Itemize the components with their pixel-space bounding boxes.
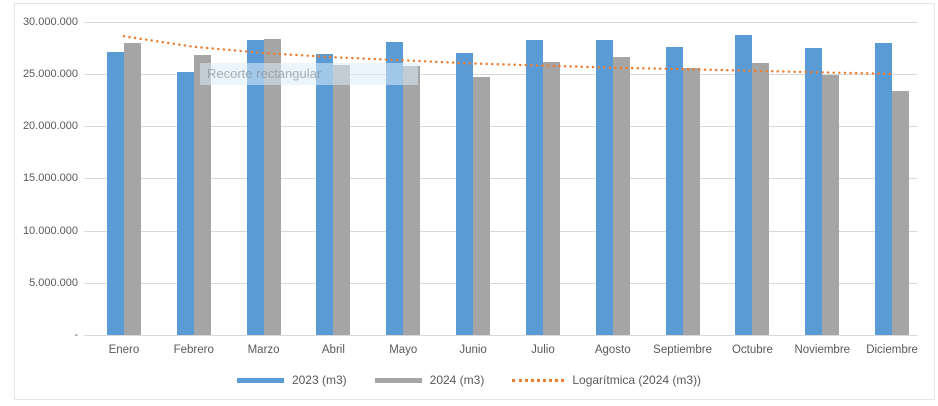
bar-2023-diciembre xyxy=(875,42,893,335)
legend-label-2024: 2024 (m3) xyxy=(429,373,485,387)
bar-2024-diciembre xyxy=(892,90,910,335)
x-axis-label-mayo: Mayo xyxy=(389,344,418,356)
bar-2024-abril xyxy=(333,64,351,335)
gridline-30.000.000 xyxy=(84,21,917,23)
bar-2023-noviembre xyxy=(805,47,823,335)
legend-item-trendline: Logarítmica (2024 (m3)) xyxy=(512,373,701,387)
legend-item-2024: 2024 (m3) xyxy=(374,373,485,387)
y-axis-tick-label: 15.000.000 xyxy=(22,172,78,185)
gridline-20.000.000 xyxy=(84,126,917,128)
x-axis-line xyxy=(84,335,917,336)
bar-2023-febrero xyxy=(176,71,194,335)
bar-2023-octubre xyxy=(735,35,753,335)
legend: 2023 (m3) 2024 (m3) Logarítmica (2024 (m… xyxy=(0,371,938,389)
legend-label-trendline: Logarítmica (2024 (m3)) xyxy=(572,373,702,387)
gridline-15.000.000 xyxy=(84,178,917,180)
bar-2023-abril xyxy=(316,54,334,335)
y-axis-tick-label: 20.000.000 xyxy=(22,120,78,133)
y-axis-tick-label: 25.000.000 xyxy=(22,67,78,80)
bar-2023-mayo xyxy=(386,41,404,335)
x-axis-label-febrero: Febrero xyxy=(173,344,214,356)
bar-2023-enero xyxy=(106,51,124,335)
gridline-10.000.000 xyxy=(84,230,917,232)
bar-2024-junio xyxy=(473,77,491,335)
x-axis-label-agosto: Agosto xyxy=(594,344,631,356)
bar-2023-julio xyxy=(525,40,543,335)
bar-2023-agosto xyxy=(595,40,613,335)
legend-swatch-2023-bar xyxy=(236,377,284,383)
x-axis-label-diciembre: Diciembre xyxy=(866,344,918,356)
gridline-5.000.000 xyxy=(84,282,917,284)
bar-2024-noviembre xyxy=(822,74,840,335)
y-axis-tick-label: 10.000.000 xyxy=(22,224,78,237)
bar-2024-octubre xyxy=(752,63,770,335)
legend-swatch-trendline-dotted-line xyxy=(512,378,565,382)
x-axis-label-marzo: Marzo xyxy=(247,344,280,356)
bar-2024-febrero xyxy=(193,55,211,335)
bar-2024-mayo xyxy=(403,65,421,335)
legend-item-2023: 2023 (m3) xyxy=(236,373,347,387)
bar-2023-septiembre xyxy=(665,46,683,335)
y-axis-tick-label: - xyxy=(74,329,78,341)
bar-2023-marzo xyxy=(246,40,264,335)
bar-2024-marzo xyxy=(263,39,281,335)
y-axis-tick-label: 5.000.000 xyxy=(29,276,78,289)
bar-2024-septiembre xyxy=(682,67,700,335)
x-axis-label-enero: Enero xyxy=(108,344,140,356)
bar-2024-julio xyxy=(542,62,560,335)
y-axis-tick-label: 30.000.000 xyxy=(22,15,78,28)
x-axis-label-abril: Abril xyxy=(321,344,345,356)
x-axis-label-octubre: Octubre xyxy=(731,344,773,356)
x-axis-label-julio: Julio xyxy=(531,344,555,356)
bar-2024-enero xyxy=(123,42,141,335)
bar-2024-agosto xyxy=(612,57,630,335)
legend-label-2023: 2023 (m3) xyxy=(291,373,347,387)
x-axis-label-junio: Junio xyxy=(459,344,487,356)
x-axis-label-septiembre: Septiembre xyxy=(653,344,712,356)
legend-swatch-2024-bar xyxy=(374,377,422,383)
bar-2023-junio xyxy=(456,53,474,335)
x-axis-label-noviembre: Noviembre xyxy=(794,344,851,356)
snip-tooltip: Recorte rectangular xyxy=(200,63,418,85)
